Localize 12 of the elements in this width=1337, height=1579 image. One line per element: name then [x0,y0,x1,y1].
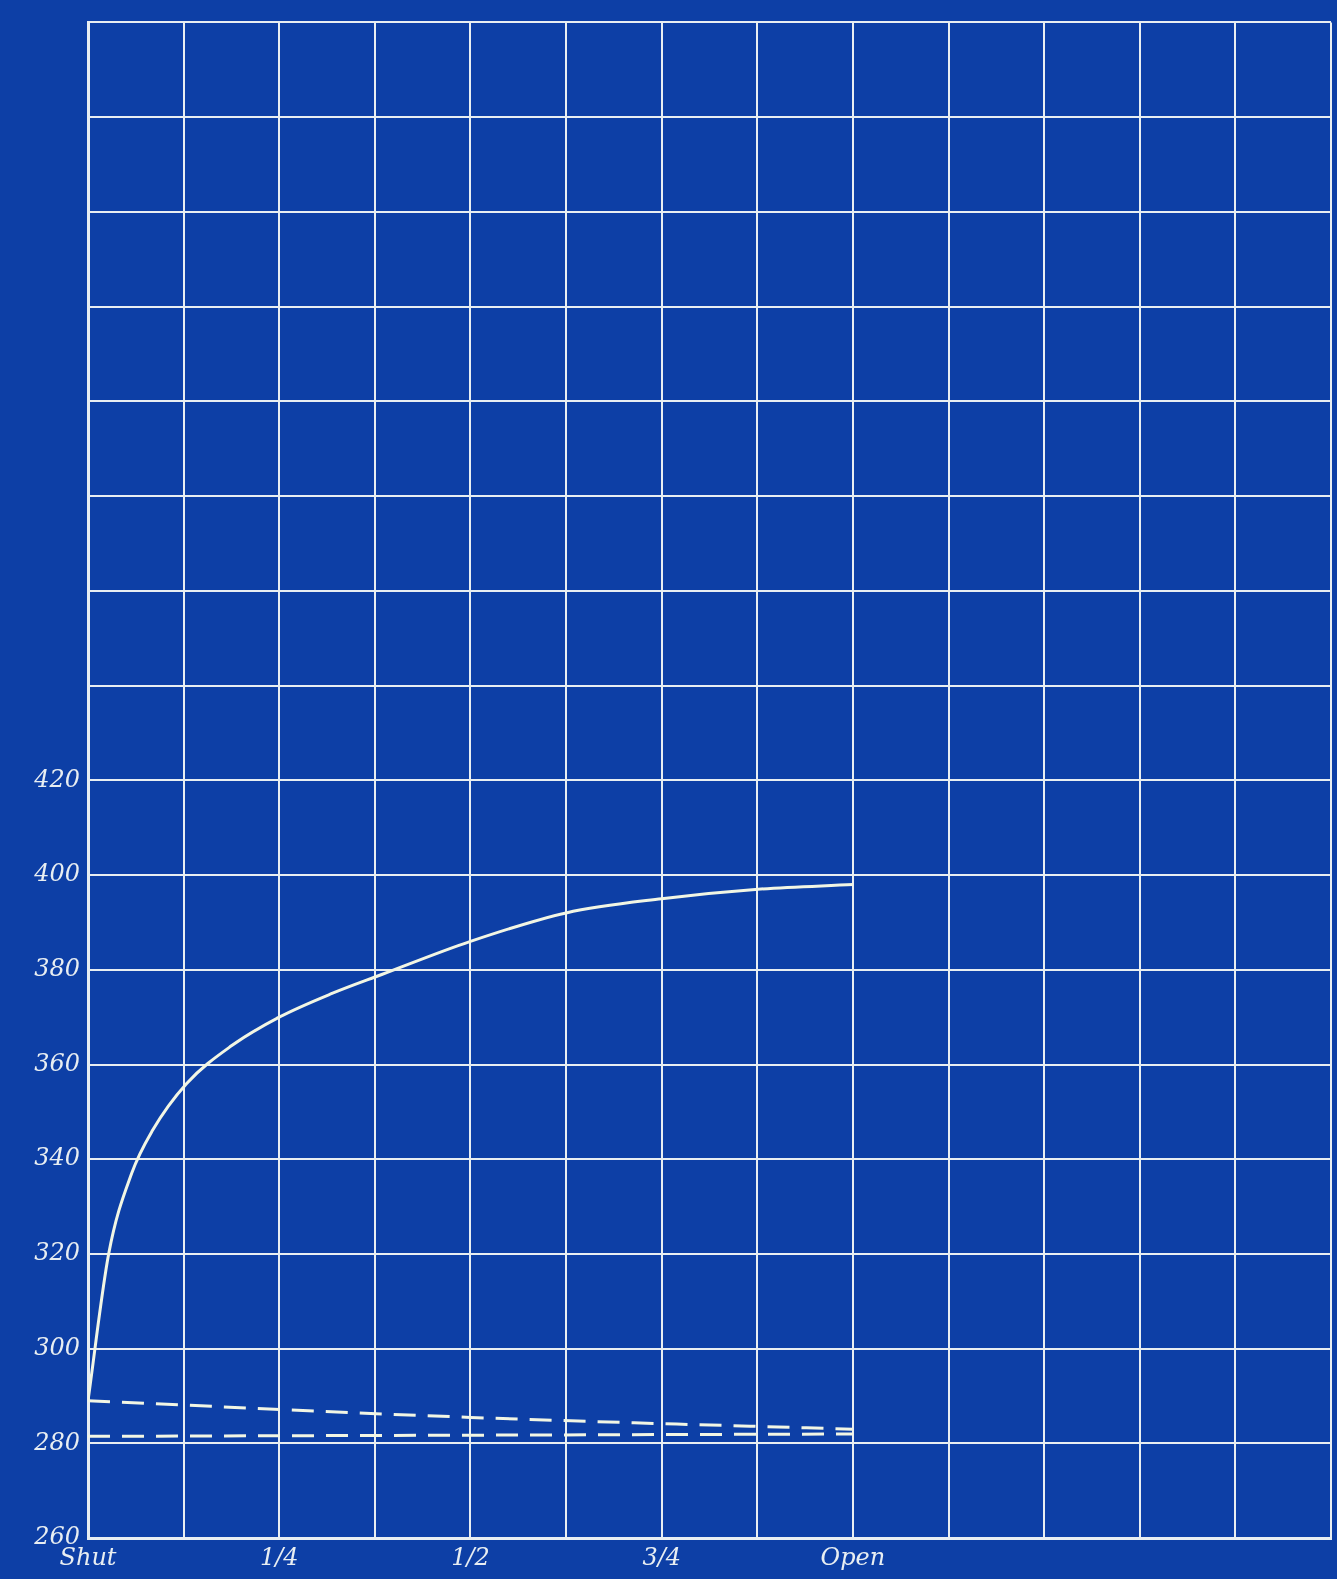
y-tick-label: 400 [33,859,80,888]
y-tick-label: 380 [34,954,80,983]
x-tick-label: 1/4 [259,1542,299,1571]
y-tick-label: 340 [34,1143,80,1172]
x-tick-label: 3/4 [642,1542,681,1571]
y-tick-label: 320 [34,1238,80,1267]
y-tick-label: 360 [34,1048,80,1077]
y-tick-label: 280 [33,1427,80,1456]
x-tick-label: Open [820,1542,886,1571]
y-tick-label: 420 [33,764,80,793]
x-tick-label: 1/2 [451,1542,490,1571]
y-tick-label: 300 [34,1332,80,1361]
